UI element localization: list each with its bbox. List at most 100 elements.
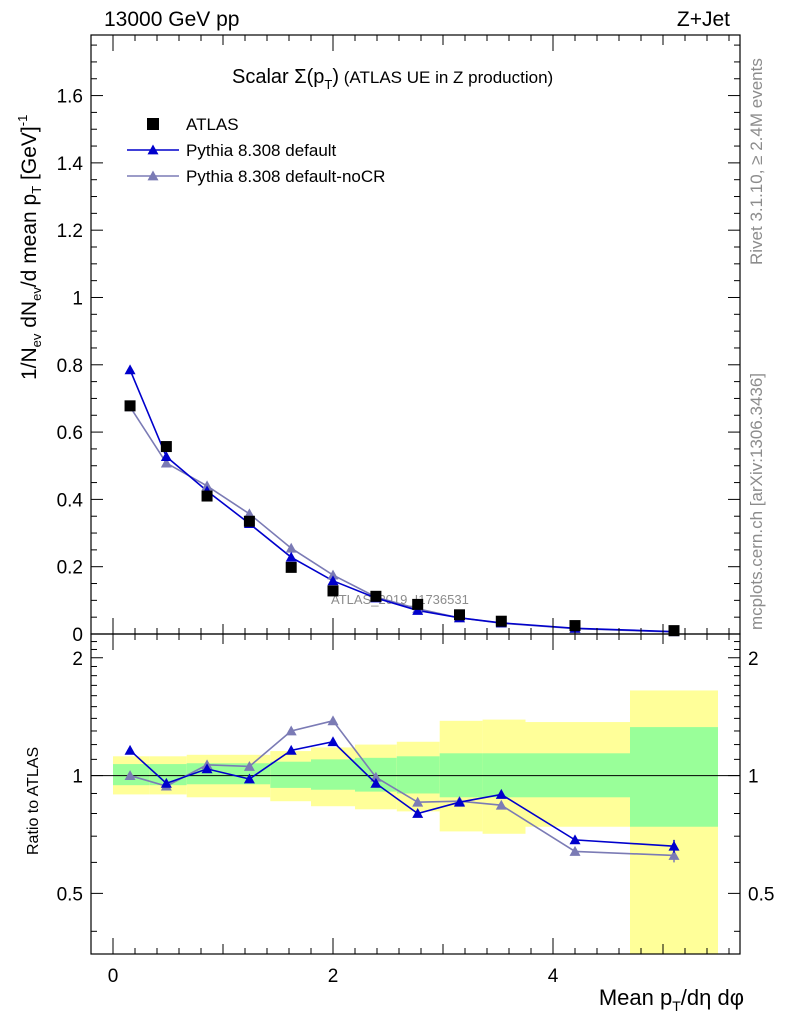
ratio-series-marker — [160, 777, 172, 788]
ratio-series-marker — [569, 834, 581, 845]
ratio-series-marker — [668, 840, 680, 851]
xlabel-part-2: /dη dφ — [681, 985, 744, 1010]
series-marker — [327, 575, 339, 586]
ratio-series-marker — [668, 849, 680, 860]
ylabel-part-1: ev — [29, 333, 44, 347]
y-tick-label: 1 — [72, 288, 83, 309]
series-marker — [124, 364, 136, 375]
main-title-close: ) — [332, 66, 339, 88]
data-point — [327, 585, 339, 597]
data-point — [668, 625, 680, 637]
y-tick-label: 1.2 — [57, 221, 83, 242]
ratio-bands — [91, 690, 740, 954]
ratio-series-marker — [569, 845, 581, 856]
ylabel-part-2: dN — [18, 301, 41, 334]
y-tick-label: 1.4 — [57, 154, 84, 175]
data-point — [160, 441, 172, 453]
series-marker — [201, 480, 213, 491]
ratio-series-marker — [454, 796, 465, 807]
main-title-sub: T — [324, 77, 332, 92]
ratio-series-marker — [370, 771, 382, 782]
ratio-series-marker — [243, 773, 255, 784]
axes: 0 0.2 0.4 0.6 0.8 1 1.2 1.4 1.6 0.5 0.5 1 1 2 2 0 2 4 — [57, 34, 774, 987]
legend: ATLAS Pythia 8.308 default Pythia 8.308 de… — [127, 115, 385, 186]
ratio-y-tick-label-right: 0.5 — [748, 884, 774, 905]
ratio-y-axis-label: Ratio to ATLAS — [25, 747, 42, 855]
ratio-plot-marks — [124, 715, 680, 863]
rivet-version-label: Rivet 3.1.10, ≥ 2.4M events — [747, 58, 766, 265]
ratio-series-marker — [243, 760, 255, 771]
ratio-series-marker — [124, 744, 136, 755]
data-point — [412, 598, 424, 610]
ratio-series-line — [129, 740, 675, 847]
series-marker — [160, 457, 172, 468]
ratio-y-tick-label: 0.5 — [57, 884, 83, 905]
data-point — [454, 609, 465, 621]
ratio-series-marker — [327, 736, 339, 747]
ratio-series-marker — [285, 744, 297, 755]
legend-marker-triangle — [147, 170, 159, 181]
stat-uncertainty-band — [630, 727, 718, 827]
data-point — [201, 490, 213, 502]
ratio-series-marker — [285, 725, 297, 736]
y-tick-label: 0.8 — [57, 356, 83, 377]
series-marker — [160, 451, 172, 462]
stat-uncertainty-band — [186, 763, 229, 785]
x-axis-label: Mean pT/dη dφ — [599, 985, 744, 1014]
main-title: Scalar Σ(pT) (ATLAS UE in Z production) — [232, 66, 553, 92]
main-title-rest: (ATLAS UE in Z production) — [339, 68, 553, 87]
ratio-y-tick-label: 2 — [72, 649, 83, 670]
ratio-series-marker — [201, 763, 213, 774]
legend-marker-square — [147, 118, 159, 130]
legend-entry-label: ATLAS — [186, 115, 239, 134]
analysis-watermark: ATLAS_2019_I1736531 — [331, 592, 469, 607]
ylabel-part-5: T — [29, 186, 44, 194]
legend-entry-label: Pythia 8.308 default-noCR — [186, 167, 385, 186]
stat-uncertainty-band — [270, 761, 311, 788]
data-point — [285, 561, 297, 573]
x-tick-label: 0 — [108, 966, 119, 987]
ratio-series-marker — [495, 788, 507, 799]
y-tick-label: 0.4 — [57, 490, 84, 511]
legend-entry-label: Pythia 8.308 default — [186, 141, 337, 160]
y-tick-label: 0.6 — [57, 423, 83, 444]
data-point — [569, 620, 581, 632]
x-tick-label: 2 — [328, 966, 339, 987]
ylabel-part-6: [GeV] — [18, 126, 41, 186]
data-point — [243, 515, 255, 527]
y-tick-label: 1.6 — [57, 87, 83, 108]
main-title-main: Scalar Σ(p — [232, 66, 324, 88]
ratio-series-marker — [412, 807, 424, 818]
y-tick-label: 0.2 — [57, 558, 83, 579]
ratio-series-marker — [412, 796, 424, 807]
legend-marker-triangle — [147, 144, 159, 155]
series-line — [129, 369, 675, 633]
xlabel-part-1: T — [672, 998, 681, 1014]
stat-uncertainty-band — [396, 756, 440, 794]
process-label: Z+Jet — [677, 8, 730, 31]
x-tick-label: 4 — [548, 966, 559, 987]
series-marker — [327, 569, 339, 580]
ratio-series-marker — [495, 799, 507, 810]
ratio-y-tick-label-right: 1 — [748, 767, 759, 788]
ratio-series-marker — [327, 715, 339, 726]
ratio-plot-frame — [90, 633, 741, 955]
ylabel-part-4: /d mean p — [18, 194, 41, 287]
ratio-series-marker — [124, 770, 136, 780]
ylabel-part-7: -1 — [15, 115, 30, 127]
series-marker — [412, 604, 424, 615]
y-tick-label: 0 — [72, 625, 83, 646]
ratio-series-line — [129, 719, 675, 857]
ratio-y-tick-label-right: 2 — [748, 649, 759, 670]
data-point — [370, 590, 382, 602]
mcplots-label: mcplots.cern.ch [arXiv:1306.3436] — [747, 373, 766, 630]
series-marker — [285, 551, 297, 562]
ylabel-part-0: 1/N — [18, 347, 41, 380]
stat-uncertainty-band — [311, 759, 355, 790]
ratio-y-tick-label: 1 — [72, 767, 83, 788]
ratio-series-marker — [370, 777, 382, 788]
energy-label: 13000 GeV pp — [104, 8, 239, 31]
data-point — [124, 400, 136, 412]
main-y-axis-label: 1/Nev dNev/d mean pT [GeV]-1 — [15, 115, 44, 380]
